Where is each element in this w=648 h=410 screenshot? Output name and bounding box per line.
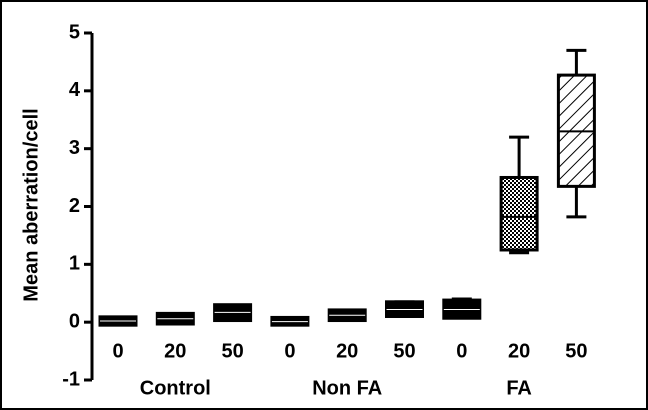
group-label: Non FA [312,377,382,399]
y-tick-label: 4 [69,79,81,101]
box [499,175,539,252]
x-tick-label: 0 [456,340,467,362]
x-tick-label: 20 [336,340,358,362]
y-tick-label: -1 [62,368,80,390]
y-axis-label: Mean aberration/cell [20,108,42,301]
group-label: Control [140,377,211,399]
x-tick-label: 50 [221,340,243,362]
y-tick-label: 5 [69,21,80,43]
x-tick-label: 50 [393,340,415,362]
y-tick-label: 2 [69,195,80,217]
x-tick-label: 20 [508,340,530,362]
x-tick-label: 0 [112,340,123,362]
x-tick-label: 50 [565,340,587,362]
y-tick-label: 1 [69,253,80,275]
y-tick-label: 0 [69,310,80,332]
group-label: FA [506,377,532,399]
x-tick-label: 0 [284,340,295,362]
y-tick-label: 3 [69,137,80,159]
x-tick-label: 20 [164,340,186,362]
